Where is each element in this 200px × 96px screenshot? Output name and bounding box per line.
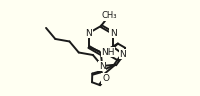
Text: CH₃: CH₃ [101, 11, 117, 20]
Text: N: N [86, 29, 92, 38]
Text: N: N [110, 29, 116, 38]
Text: N: N [99, 62, 106, 71]
Text: NH: NH [101, 48, 115, 57]
Text: N: N [120, 50, 126, 59]
Text: O: O [102, 74, 109, 83]
